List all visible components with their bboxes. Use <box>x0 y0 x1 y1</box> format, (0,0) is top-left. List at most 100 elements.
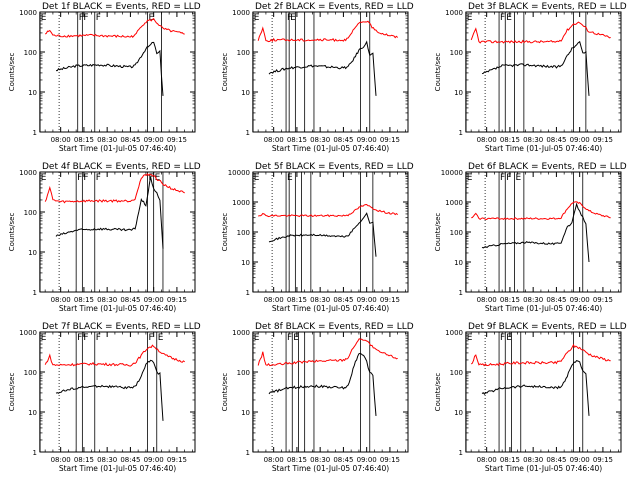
event-marker-label: F <box>287 13 292 23</box>
y-tick-label: 10 <box>28 409 37 417</box>
x-tick-label: 08:15 <box>287 136 307 144</box>
x-axis-label: Start Time (01-Jul-05 07:46:40) <box>59 144 176 153</box>
y-axis-label: Counts/sec <box>434 373 442 412</box>
x-axis-label: Start Time (01-Jul-05 07:46:40) <box>59 304 176 313</box>
y-tick-label: 100 <box>24 369 37 377</box>
x-tick-label: 08:15 <box>287 296 307 304</box>
event-marker-label: F <box>77 173 82 183</box>
x-tick-label: 08:00 <box>51 296 71 304</box>
y-tick-label: 100 <box>237 369 250 377</box>
y-axis-label: Counts/sec <box>8 53 16 92</box>
event-marker-label: E <box>41 13 47 23</box>
event-marker-label: E <box>254 333 260 343</box>
x-tick-label: 08:15 <box>500 136 520 144</box>
x-tick-label: 08:45 <box>120 136 140 144</box>
event-marker-label: F <box>96 173 101 183</box>
y-tick-label: 1 <box>459 129 463 137</box>
x-tick-label: 08:15 <box>287 456 307 464</box>
x-tick-label: 09:15 <box>167 296 187 304</box>
x-tick-label: 08:00 <box>477 456 497 464</box>
events-series-line <box>55 359 164 421</box>
event-marker-label: E <box>41 173 47 183</box>
y-axis-label: Counts/sec <box>221 373 229 412</box>
x-tick-label: 09:15 <box>593 456 613 464</box>
x-tick-label: 08:00 <box>477 296 497 304</box>
plot-frame <box>39 331 196 453</box>
detector-panel-6: Det 6f BLACK = Events, RED = LLD Counts/s… <box>434 162 627 313</box>
lld-series-line <box>470 343 611 367</box>
x-tick-label: 09:00 <box>570 296 590 304</box>
event-marker-label: E <box>254 13 260 23</box>
event-marker-label: F <box>148 333 153 343</box>
detector-panel-8: Det 8f BLACK = Events, RED = LLD Counts/s… <box>221 322 414 473</box>
x-tick-label: 09:15 <box>167 456 187 464</box>
y-tick-label: 100 <box>237 229 250 237</box>
y-tick-label: 10 <box>28 249 37 257</box>
event-marker-label: E <box>467 173 473 183</box>
x-axis-label: Start Time (01-Jul-05 07:46:40) <box>272 304 389 313</box>
x-tick-label: 08:00 <box>51 456 71 464</box>
x-tick-label: 08:15 <box>500 296 520 304</box>
y-tick-label: 100 <box>450 49 463 57</box>
y-tick-label: 1 <box>459 449 463 457</box>
panel-title: Det 3f BLACK = Events, RED = LLD <box>468 2 627 12</box>
event-marker-label: F <box>287 333 292 343</box>
x-tick-label: 08:45 <box>333 296 353 304</box>
event-marker-label: F <box>83 333 88 343</box>
lld-series-line <box>44 173 185 204</box>
event-marker-label: E <box>158 333 164 343</box>
panel-title: Det 2f BLACK = Events, RED = LLD <box>255 2 414 12</box>
events-series-line <box>55 176 164 249</box>
plot-frame <box>465 11 622 133</box>
events-series-line <box>56 41 164 96</box>
y-tick-label: 1 <box>246 129 250 137</box>
x-tick-label: 08:30 <box>523 136 543 144</box>
y-axis-label: Counts/sec <box>221 213 229 252</box>
panel-title: Det 6f BLACK = Events, RED = LLD <box>468 162 627 172</box>
plot-frame <box>39 171 196 293</box>
x-tick-label: 09:15 <box>167 136 187 144</box>
detector-panel-9: Det 9f BLACK = Events, RED = LLD Counts/s… <box>434 322 627 473</box>
y-tick-label: 10000 <box>441 169 463 177</box>
x-axis-label: Start Time (01-Jul-05 07:46:40) <box>485 304 602 313</box>
x-tick-label: 08:30 <box>97 456 117 464</box>
y-tick-label: 1000 <box>19 169 37 177</box>
x-tick-label: 08:00 <box>51 136 71 144</box>
y-axis-label: Counts/sec <box>8 213 16 252</box>
y-tick-label: 1 <box>246 289 250 297</box>
detector-panel-3: Det 3f BLACK = Events, RED = LLD Counts/s… <box>434 2 627 153</box>
y-tick-label: 10 <box>241 409 250 417</box>
events-series-line <box>481 202 590 263</box>
y-tick-label: 10 <box>454 409 463 417</box>
lld-series-line <box>257 338 398 367</box>
x-tick-label: 09:15 <box>593 296 613 304</box>
event-marker-label: E <box>155 173 161 183</box>
y-tick-label: 10 <box>454 89 463 97</box>
detector-panel-2: Det 2f BLACK = Events, RED = LLD Counts/s… <box>221 2 414 153</box>
x-tick-label: 09:00 <box>357 136 377 144</box>
event-marker-label: E <box>516 173 522 183</box>
plot-frame <box>252 171 409 293</box>
y-tick-label: 1 <box>33 449 37 457</box>
lld-series-line <box>471 201 611 221</box>
x-tick-label: 08:45 <box>546 456 566 464</box>
x-tick-label: 08:15 <box>74 456 94 464</box>
x-tick-label: 08:45 <box>120 456 140 464</box>
x-tick-label: 08:15 <box>74 136 94 144</box>
detector-panel-7: Det 7f BLACK = Events, RED = LLD Counts/s… <box>8 322 201 473</box>
events-series-line <box>268 352 377 416</box>
lld-series-line <box>470 21 611 44</box>
x-tick-label: 08:30 <box>310 456 330 464</box>
y-tick-label: 100 <box>24 209 37 217</box>
panel-title: Det 8f BLACK = Events, RED = LLD <box>255 322 414 332</box>
x-tick-label: 08:15 <box>74 296 94 304</box>
x-tick-label: 08:15 <box>500 456 520 464</box>
x-tick-label: 08:45 <box>546 136 566 144</box>
x-axis-label: Start Time (01-Jul-05 07:46:40) <box>272 464 389 473</box>
event-marker-label: F <box>500 173 505 183</box>
x-tick-label: 08:00 <box>264 136 284 144</box>
x-tick-label: 09:00 <box>144 296 164 304</box>
event-marker-label: F <box>77 333 82 343</box>
y-axis-label: Counts/sec <box>434 53 442 92</box>
y-tick-label: 1 <box>246 449 250 457</box>
